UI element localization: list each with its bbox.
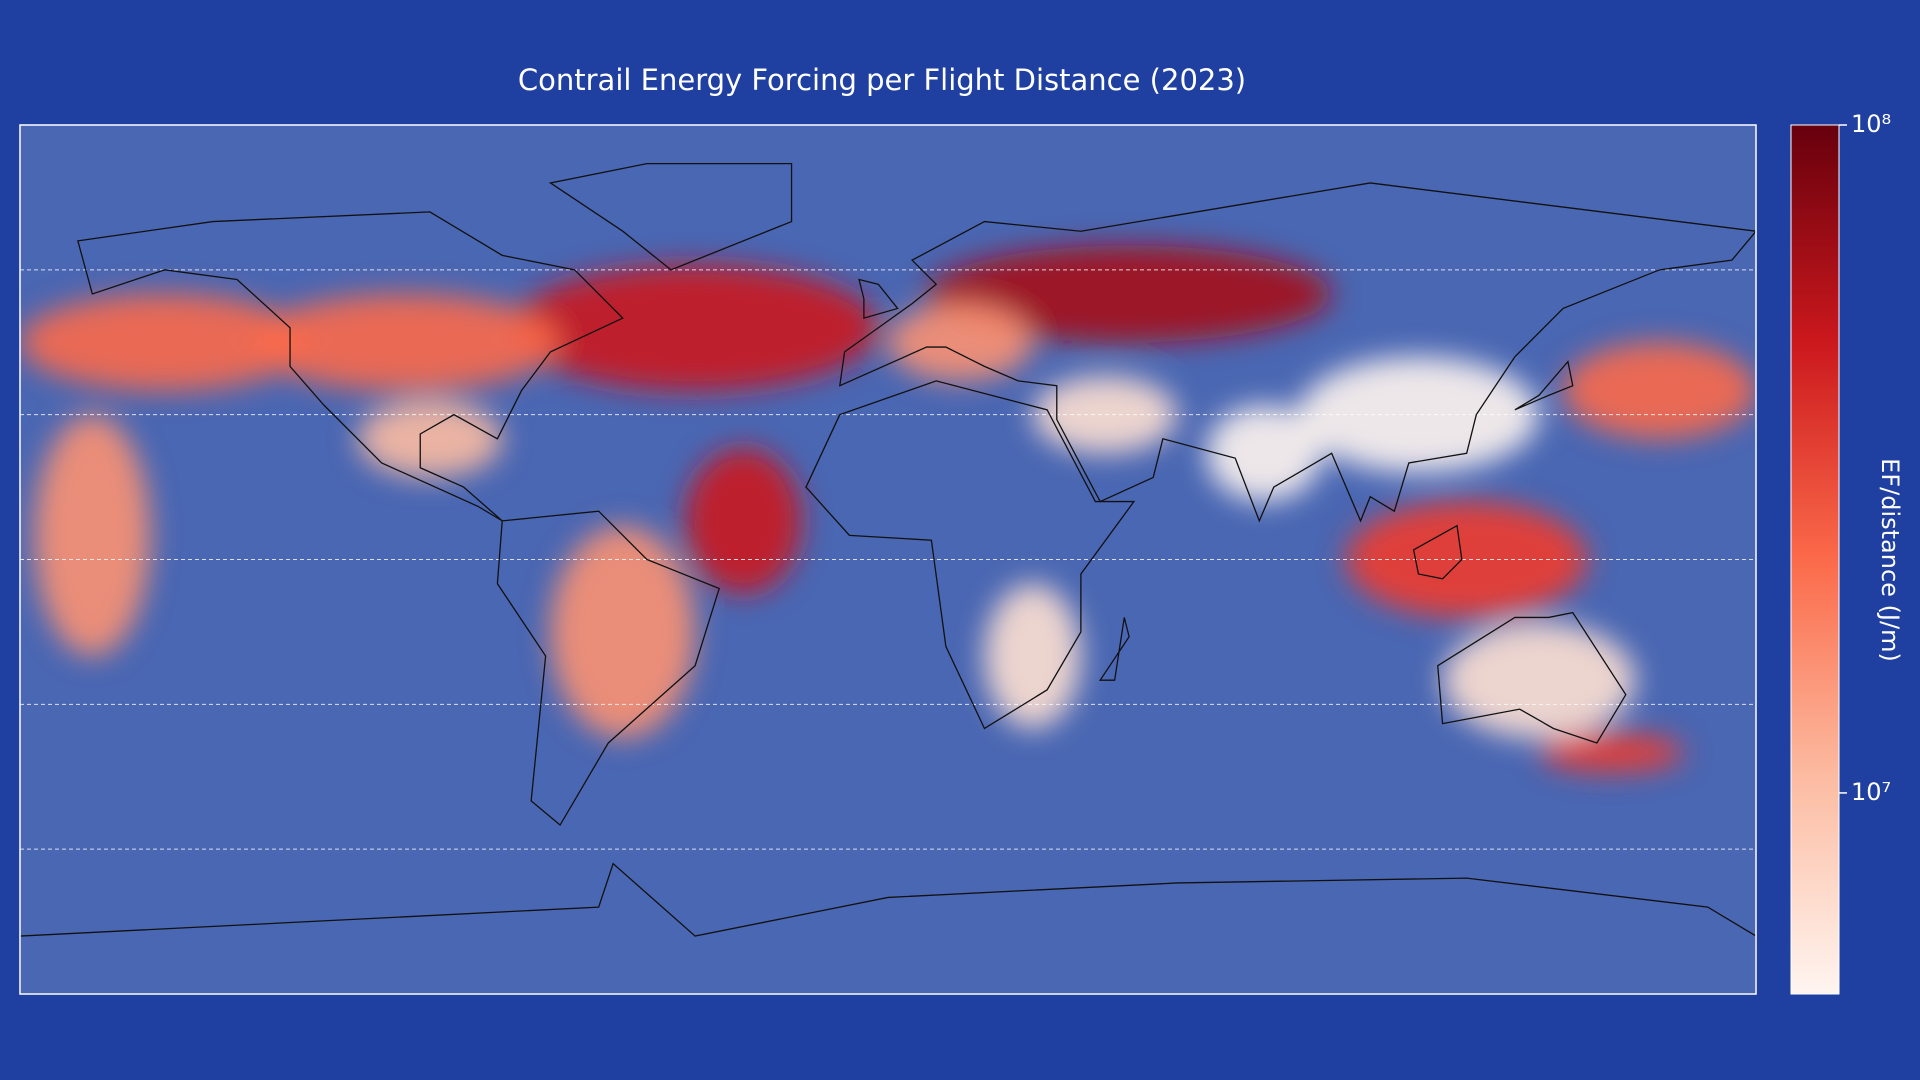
- colorbar-tick-label: 10⁷: [1851, 778, 1891, 806]
- coastline: [1412, 524, 1463, 580]
- coastline: [77, 211, 624, 522]
- heat-region: [685, 448, 802, 594]
- heat-region: [511, 265, 879, 391]
- coastline: [548, 162, 793, 271]
- coastline: [1514, 360, 1574, 411]
- coastline: [496, 510, 721, 827]
- coastline: [838, 182, 1756, 523]
- coastline: [1437, 611, 1627, 744]
- coastlines: [20, 162, 1756, 994]
- heat-region: [34, 414, 151, 657]
- graticule: [20, 269, 1756, 850]
- heat-region: [1539, 733, 1684, 772]
- heat-region: [1206, 405, 1322, 502]
- heat-region: [251, 293, 561, 391]
- heat-region: [984, 583, 1081, 729]
- heat-region: [888, 303, 1033, 381]
- coastline: [1098, 617, 1130, 681]
- coastline: [858, 278, 899, 319]
- colorbar: [1790, 124, 1840, 995]
- colorbar-tick-label: 10⁸: [1851, 110, 1891, 138]
- heat-region: [20, 293, 310, 391]
- heat-region: [1563, 342, 1756, 439]
- heat-region: [550, 525, 696, 739]
- map-frame: [19, 124, 1757, 995]
- coastline: [805, 380, 1136, 730]
- chart-title: Contrail Energy Forcing per Flight Dista…: [518, 63, 1246, 97]
- heat-region: [1297, 356, 1539, 473]
- colorbar-label: EF/distance (J/m): [1876, 458, 1904, 662]
- coastline: [20, 862, 1756, 994]
- heat-region: [1346, 501, 1588, 618]
- heat-region: [357, 400, 503, 478]
- heat-region: [926, 245, 1332, 343]
- heat-region: [1442, 622, 1636, 739]
